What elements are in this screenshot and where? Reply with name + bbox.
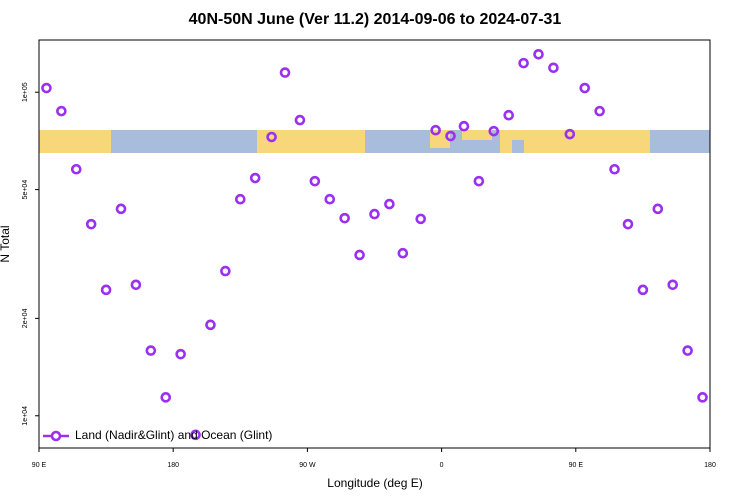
land	[462, 130, 492, 140]
point	[309, 175, 321, 187]
point	[397, 247, 409, 259]
plot-frame	[38, 39, 711, 449]
point	[175, 348, 186, 360]
y-axis-label: N Total	[0, 225, 12, 262]
x-tick-label: 90 E	[569, 462, 584, 469]
chart-title: 40N-50N June (Ver 11.2) 2014-09-06 to 20…	[189, 11, 562, 28]
point	[145, 345, 157, 356]
point	[637, 284, 649, 296]
point	[220, 265, 231, 277]
point	[354, 249, 365, 261]
point	[622, 218, 634, 230]
point	[41, 82, 52, 94]
point	[503, 109, 515, 121]
point	[249, 172, 261, 184]
point	[56, 105, 67, 117]
ocean	[512, 140, 524, 153]
point	[667, 279, 679, 291]
point	[70, 163, 82, 175]
point	[205, 319, 216, 331]
point	[430, 124, 441, 136]
point	[682, 345, 693, 356]
point	[697, 392, 708, 403]
x-tick-label: 0	[440, 462, 444, 469]
legend-marker	[50, 430, 62, 442]
point	[594, 105, 605, 117]
point	[324, 193, 336, 205]
point	[445, 130, 456, 142]
point	[160, 392, 172, 403]
point	[100, 284, 112, 296]
y-tick-label: 1e+05	[22, 82, 29, 102]
point	[564, 128, 576, 140]
x-tick-label: 180	[167, 462, 179, 469]
point	[609, 163, 620, 175]
point	[339, 212, 350, 224]
point	[130, 279, 142, 291]
map-strip	[39, 130, 710, 153]
point	[279, 67, 291, 78]
point	[85, 218, 97, 230]
land	[500, 130, 650, 153]
point	[266, 131, 277, 143]
land	[39, 130, 111, 153]
point	[384, 198, 395, 210]
point	[369, 208, 380, 220]
point	[548, 62, 559, 74]
point	[415, 213, 427, 225]
point	[458, 120, 470, 132]
point	[518, 57, 529, 69]
point	[235, 193, 246, 205]
point	[115, 203, 127, 215]
point	[579, 82, 591, 94]
y-tick-label: 2e+04	[22, 308, 29, 328]
point	[652, 203, 664, 215]
y-tick-label: 1e+04	[22, 406, 29, 426]
y-tick-label: 5e+04	[22, 180, 29, 200]
point	[294, 114, 306, 126]
land	[257, 130, 365, 153]
point	[533, 48, 544, 60]
point	[488, 125, 500, 137]
x-axis-label: Longitude (deg E)	[327, 476, 422, 490]
point	[190, 429, 201, 441]
legend-label: Land (Nadir&Glint) and Ocean (Glint)	[75, 428, 272, 442]
point	[473, 175, 485, 187]
x-tick-label: 90 E	[32, 462, 47, 469]
x-tick-label: 180	[704, 462, 716, 469]
x-tick-label: 90 W	[299, 462, 316, 469]
